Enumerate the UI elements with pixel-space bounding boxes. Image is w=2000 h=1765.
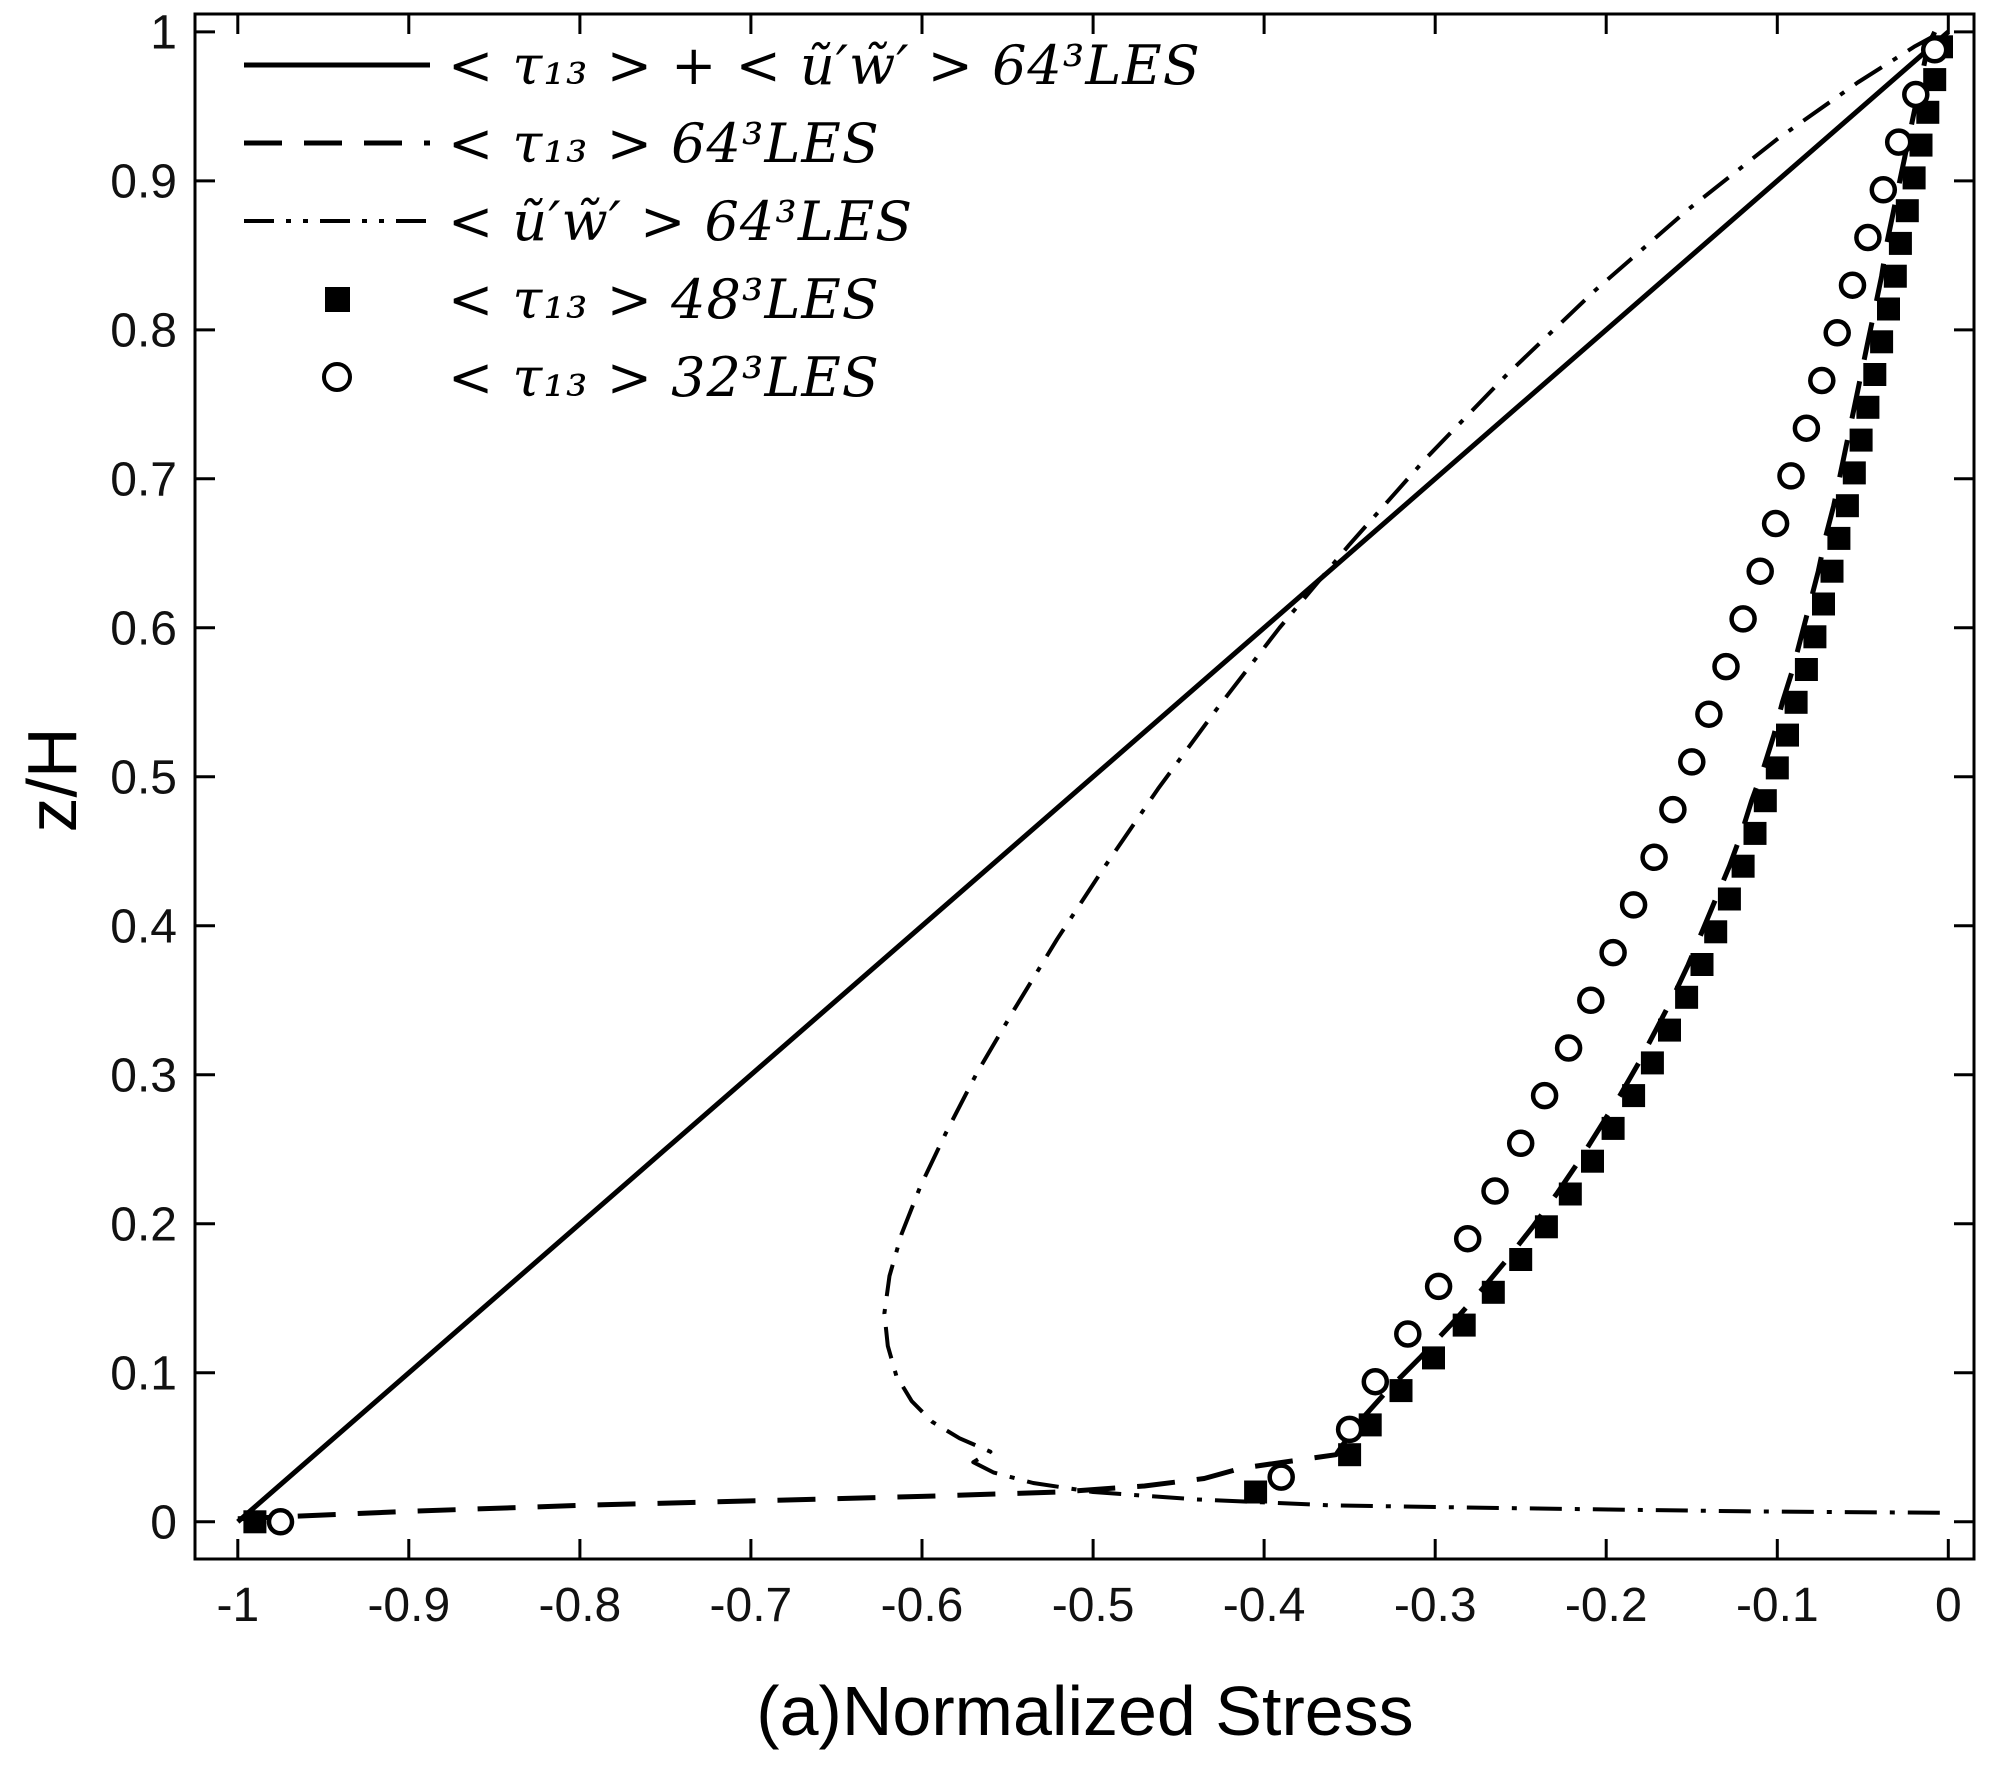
x-tick-label: -0.8: [539, 1579, 622, 1632]
y-tick-label: 0.9: [110, 156, 177, 209]
x-tick-label: -0.9: [367, 1579, 450, 1632]
y-tick-label: 1: [150, 7, 177, 60]
legend-label: < τ₁₃ > 64³LES: [448, 111, 880, 175]
x-tick-label: -1: [216, 1579, 259, 1632]
y-tick-label: 0.4: [110, 901, 177, 954]
legend-label: < τ₁₃ > 32³LES: [448, 345, 880, 409]
legend: < τ₁₃ > + < ũ′w̃′ > 64³LES < τ₁₃ > 64³LE…: [242, 26, 1201, 416]
series-sgs-stress-32: [266, 36, 1949, 1536]
y-axis-ticks: 0 0.1 0.2 0.3 0.4 0.5 0.6 0.7 0.8 0.9 1: [110, 7, 1974, 1550]
legend-item: < τ₁₃ > + < ũ′w̃′ > 64³LES: [242, 26, 1201, 104]
y-tick-label: 0.3: [110, 1050, 177, 1103]
x-tick-label: -0.2: [1565, 1579, 1648, 1632]
x-axis-label: (a)Normalized Stress: [756, 1672, 1414, 1750]
y-tick-label: 0.7: [110, 454, 177, 507]
legend-label: < ũ′w̃′ > 64³LES: [448, 189, 914, 253]
y-tick-label: 0.8: [110, 305, 177, 358]
filled-square-marker-icon: [242, 284, 432, 314]
dash-dot-line-icon: [242, 206, 432, 236]
x-tick-label: -0.3: [1394, 1579, 1477, 1632]
solid-line-icon: [242, 50, 432, 80]
y-tick-label: 0: [150, 1497, 177, 1550]
x-axis-ticks: -1 -0.9 -0.8 -0.7 -0.6 -0.5 -0.4 -0.3 -0.2 -0.1 0: [216, 14, 1962, 1632]
y-tick-label: 0.5: [110, 752, 177, 805]
legend-item: < τ₁₃ > 64³LES: [242, 104, 1201, 182]
open-circle-marker-icon: [242, 362, 432, 392]
legend-item: < τ₁₃ > 48³LES: [242, 260, 1201, 338]
x-tick-label: -0.6: [881, 1579, 964, 1632]
legend-label: < τ₁₃ > 48³LES: [448, 267, 880, 331]
legend-item: < τ₁₃ > 32³LES: [242, 338, 1201, 416]
y-tick-label: 0.1: [110, 1348, 177, 1401]
series-total-stress-64: [236, 30, 1950, 1524]
y-tick-label: 0.6: [110, 603, 177, 656]
legend-item: < ũ′w̃′ > 64³LES: [242, 182, 1201, 260]
x-tick-label: -0.4: [1223, 1579, 1306, 1632]
series-sgs-stress-64: [237, 30, 1937, 1522]
y-axis-label: z/H: [13, 727, 91, 833]
x-tick-label: 0: [1935, 1579, 1962, 1632]
x-tick-label: -0.1: [1736, 1579, 1819, 1632]
x-tick-label: -0.5: [1052, 1579, 1135, 1632]
x-tick-label: -0.7: [710, 1579, 793, 1632]
plot-border: [193, 12, 1976, 1561]
y-tick-label: 0.2: [110, 1199, 177, 1252]
series-resolved-stress-64: [882, 30, 1943, 1515]
legend-label: < τ₁₃ > + < ũ′w̃′ > 64³LES: [448, 33, 1201, 97]
dashed-line-icon: [242, 128, 432, 158]
